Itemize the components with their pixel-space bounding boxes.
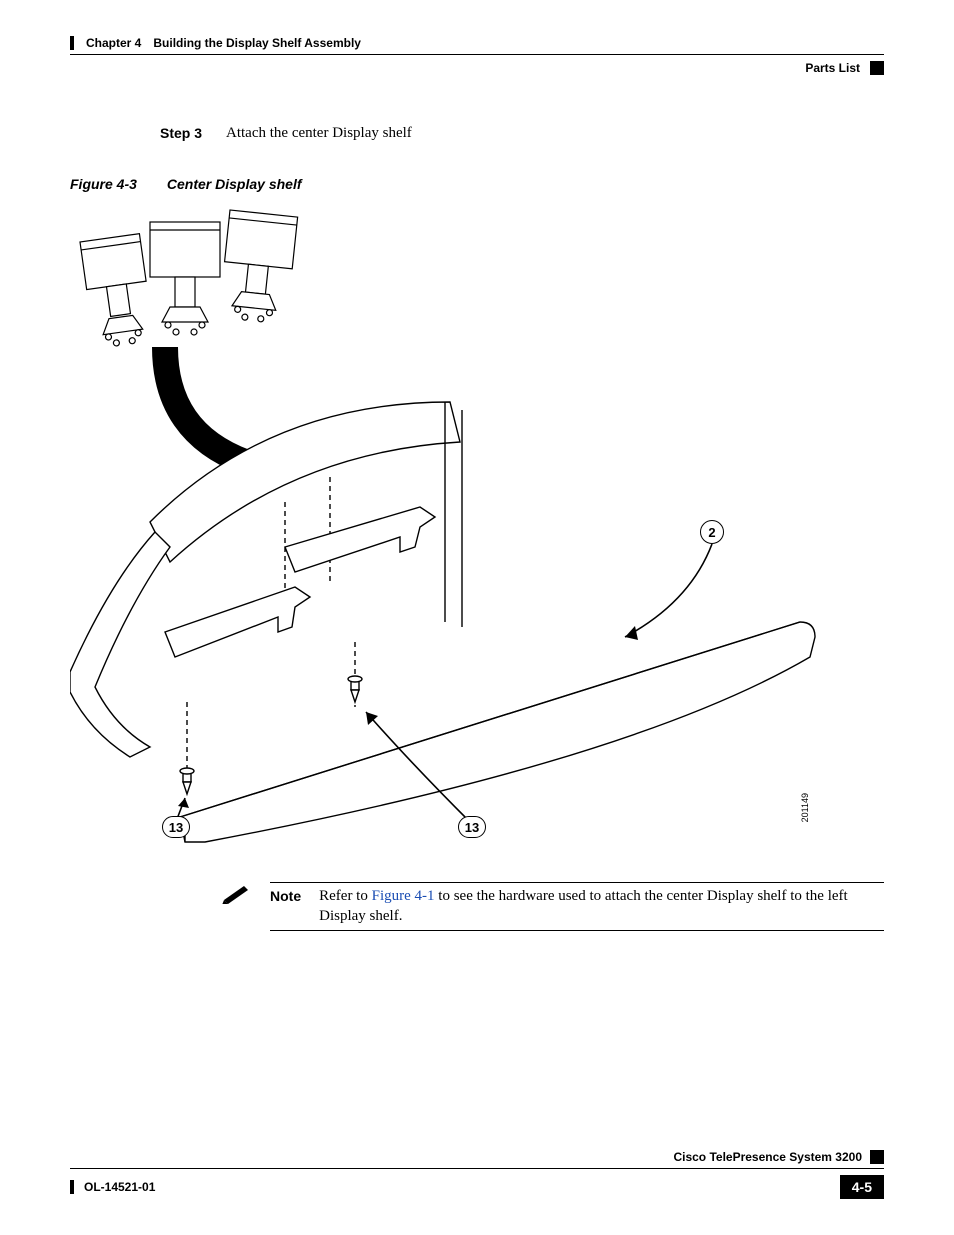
- page-header: Chapter 4 Building the Display Shelf Ass…: [70, 36, 884, 50]
- page-footer: Cisco TelePresence System 3200 OL-14521-…: [70, 1150, 884, 1199]
- footer-doc-title: Cisco TelePresence System 3200: [673, 1150, 862, 1164]
- callout-2: 2: [700, 520, 724, 544]
- callout-13-center: 13: [458, 816, 486, 838]
- note-icon-col: [220, 882, 252, 931]
- chapter-label: Chapter 4: [86, 36, 141, 50]
- section-title: Parts List: [805, 61, 860, 75]
- section-heading-row: Parts List: [70, 61, 884, 75]
- step-label: Step 3: [160, 125, 202, 142]
- figure-area: 2 13 13 201149: [70, 202, 820, 852]
- note-rule-top: [270, 882, 884, 883]
- footer-rule: [70, 1168, 884, 1169]
- page-number: 4-5: [840, 1175, 884, 1199]
- footer-doc-id: OL-14521-01: [84, 1180, 155, 1194]
- figure-title: Center Display shelf: [167, 176, 302, 192]
- section-marker-icon: [870, 61, 884, 75]
- callout-13-left: 13: [162, 816, 190, 838]
- note-link[interactable]: Figure 4-1: [372, 888, 435, 904]
- header-divider: [70, 54, 884, 55]
- note-block: Note Refer to Figure 4-1 to see the hard…: [220, 882, 884, 931]
- callout-13-center-label: 13: [465, 820, 479, 835]
- footer-doc-title-row: Cisco TelePresence System 3200: [70, 1150, 884, 1164]
- callout-2-label: 2: [708, 525, 715, 540]
- callout-13-left-label: 13: [169, 820, 183, 835]
- step-row: Step 3 Attach the center Display shelf: [160, 125, 884, 142]
- footer-doc-id-row: OL-14521-01: [70, 1180, 155, 1194]
- note-text-before: Refer to: [319, 888, 371, 904]
- step-text: Attach the center Display shelf: [226, 125, 412, 142]
- note-text: Refer to Figure 4-1 to see the hardware …: [319, 887, 884, 926]
- header-bar-icon: [70, 36, 74, 50]
- note-label: Note: [270, 887, 301, 926]
- footer-bar-icon: [70, 1180, 74, 1194]
- chapter-heading: Chapter 4 Building the Display Shelf Ass…: [70, 36, 361, 50]
- figure-caption: Figure 4-3 Center Display shelf: [70, 176, 884, 192]
- chapter-title: Building the Display Shelf Assembly: [153, 36, 361, 50]
- figure-image-number: 201149: [800, 793, 810, 822]
- figure-label: Figure 4-3: [70, 176, 137, 192]
- pencil-note-icon: [222, 882, 250, 904]
- note-rule-bottom: [270, 930, 884, 931]
- footer-marker-icon: [870, 1150, 884, 1164]
